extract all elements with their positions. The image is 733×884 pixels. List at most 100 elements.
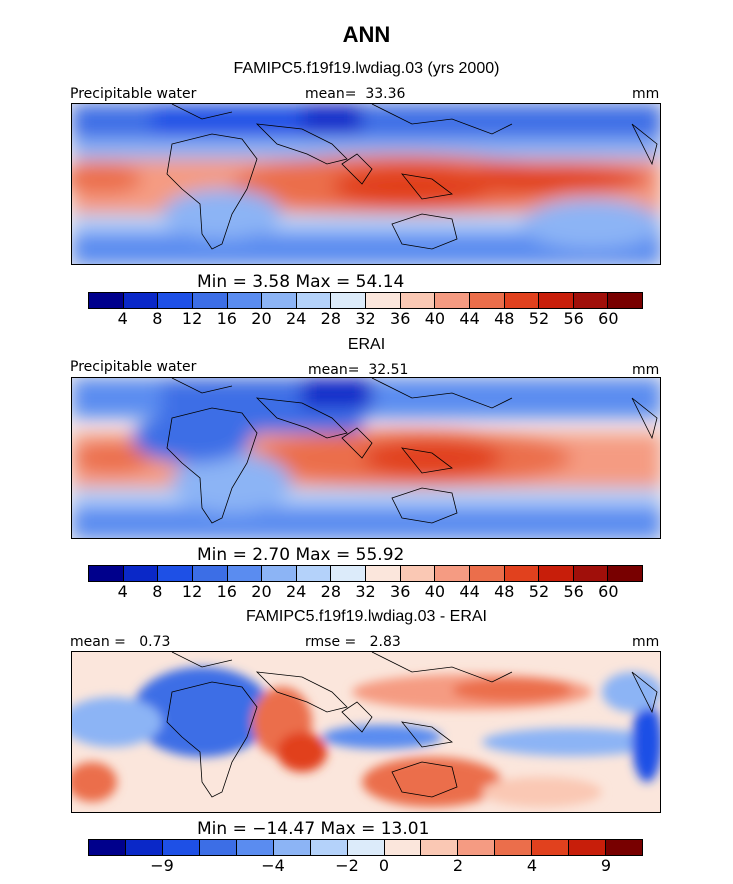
panel-title-diff: FAMIPC5.f19f19.lwdiag.03 - ERAI (246, 608, 487, 625)
colorbar-cell (236, 840, 274, 855)
colorbar-cell (89, 840, 126, 855)
colorbar-cell (504, 293, 540, 308)
rmse-label-diff: rmse = 2.83 (305, 634, 401, 650)
colorbar-tick-label: 60 (598, 309, 619, 328)
colorbar-cell (400, 566, 436, 581)
colorbar-tick-label: 40 (424, 582, 446, 601)
colorbar-cell (89, 566, 124, 581)
colorbar-tick-label: 16 (216, 309, 237, 328)
colorbar-cell (227, 566, 263, 581)
colorbar-tick-label: 20 (251, 309, 272, 328)
colorbar-cell (569, 840, 607, 855)
colorbar-tick-label: 12 (181, 582, 203, 601)
colorbar-cell (384, 840, 422, 855)
colorbar-cell (331, 293, 366, 308)
colorbar-tick-label: −9 (150, 856, 174, 875)
colorbar-model (88, 292, 643, 309)
colorbar-cell (123, 566, 159, 581)
colorbar-cell (400, 293, 436, 308)
mean-value-model: 33.36 (365, 86, 406, 102)
colorbar-tick-label: 52 (528, 582, 550, 601)
colorbar-tick-label: 4 (117, 582, 128, 601)
colorbar-cell (158, 293, 193, 308)
colorbar-tick-label: −4 (261, 856, 285, 875)
colorbar-cell (532, 840, 570, 855)
colorbar-tick-label: 24 (285, 309, 307, 328)
colorbar-cell (435, 566, 470, 581)
colorbar-cell (192, 293, 228, 308)
colorbar-obs (88, 565, 643, 582)
colorbar-cell (608, 566, 642, 581)
colorbar-tick-label: 12 (181, 309, 203, 328)
colorbar-cell (262, 293, 297, 308)
colorbar-cell (495, 840, 533, 855)
colorbar-tick-label: 32 (355, 582, 376, 601)
units-label-diff: mm (632, 634, 660, 650)
colorbar-cell (573, 293, 609, 308)
colorbar-cell (469, 566, 505, 581)
colorbar-tick-label: 2 (452, 856, 464, 875)
colorbar-tick-label: 56 (563, 582, 584, 601)
colorbar-cell (539, 566, 574, 581)
colorbar-cell (296, 566, 332, 581)
colorbar-tick-label: −2 (335, 856, 359, 875)
panel-title-model: FAMIPC5.f19f19.lwdiag.03 (yrs 2000) (233, 60, 500, 77)
colorbar-cell (606, 840, 643, 855)
min-max-obs: Min = 2.70 Max = 55.92 (197, 545, 405, 565)
colorbar-tick-label: 32 (355, 309, 376, 328)
colorbar-cell (89, 293, 124, 308)
colorbar-tick-label: 48 (494, 582, 515, 601)
colorbar-cell (366, 293, 401, 308)
colorbar-tick-label: 60 (598, 582, 619, 601)
colorbar-cell (539, 293, 574, 308)
variable-label-model: Precipitable water (70, 86, 197, 102)
colorbar-cell (366, 566, 401, 581)
colorbar-cell (158, 566, 193, 581)
colorbar-cell (421, 840, 459, 855)
colorbar-cell (573, 566, 609, 581)
mean-label-text: mean = (70, 634, 126, 650)
map-obs (71, 377, 661, 539)
colorbar-cell (273, 840, 311, 855)
colorbar-cell (310, 840, 348, 855)
mean-value-diff: 0.73 (139, 634, 171, 650)
colorbar-tick-label: 56 (563, 309, 584, 328)
panel-title-obs: ERAI (347, 336, 386, 353)
mean-label-text: mean= (308, 362, 360, 378)
min-max-diff: Min = −14.47 Max = 13.01 (197, 819, 430, 839)
colorbar-tick-label: 36 (390, 582, 411, 601)
units-label-model: mm (632, 86, 660, 102)
colorbar-cell (227, 293, 263, 308)
colorbar-cell (469, 293, 505, 308)
colorbar-cell (608, 293, 642, 308)
colorbar-cell (296, 293, 332, 308)
colorbar-cell (123, 293, 159, 308)
mean-label-model: mean= 33.36 (305, 86, 405, 102)
colorbar-cell (262, 566, 297, 581)
colorbar-tick-label: 0 (378, 856, 390, 875)
units-label-obs: mm (632, 362, 660, 378)
colorbar-tick-label: 20 (251, 582, 272, 601)
figure-title: ANN (342, 22, 391, 47)
mean-label-diff: mean = 0.73 (70, 634, 170, 650)
map-diff (71, 651, 661, 813)
colorbar-tick-label: 28 (320, 582, 341, 601)
mean-label-obs: mean= 32.51 (308, 362, 408, 378)
min-max-model: Min = 3.58 Max = 54.14 (197, 272, 405, 292)
colorbar-cell (504, 566, 540, 581)
colorbar-tick-label: 40 (424, 309, 446, 328)
colorbar-tick-label: 8 (152, 309, 163, 328)
colorbar-tick-label: 44 (459, 309, 480, 328)
colorbar-cell (347, 840, 385, 855)
colorbar-tick-label: 16 (216, 582, 237, 601)
colorbar-tick-label: 44 (459, 582, 480, 601)
colorbar-tick-label: 48 (494, 309, 515, 328)
map-model (71, 103, 661, 265)
colorbar-tick-label: 4 (117, 309, 128, 328)
colorbar-tick-label: 4 (526, 856, 538, 875)
colorbar-tick-label: 24 (285, 582, 307, 601)
rmse-value-diff: 2.83 (369, 634, 401, 650)
colorbar-cell (458, 840, 496, 855)
colorbar-cell (199, 840, 237, 855)
colorbar-cell (192, 566, 228, 581)
